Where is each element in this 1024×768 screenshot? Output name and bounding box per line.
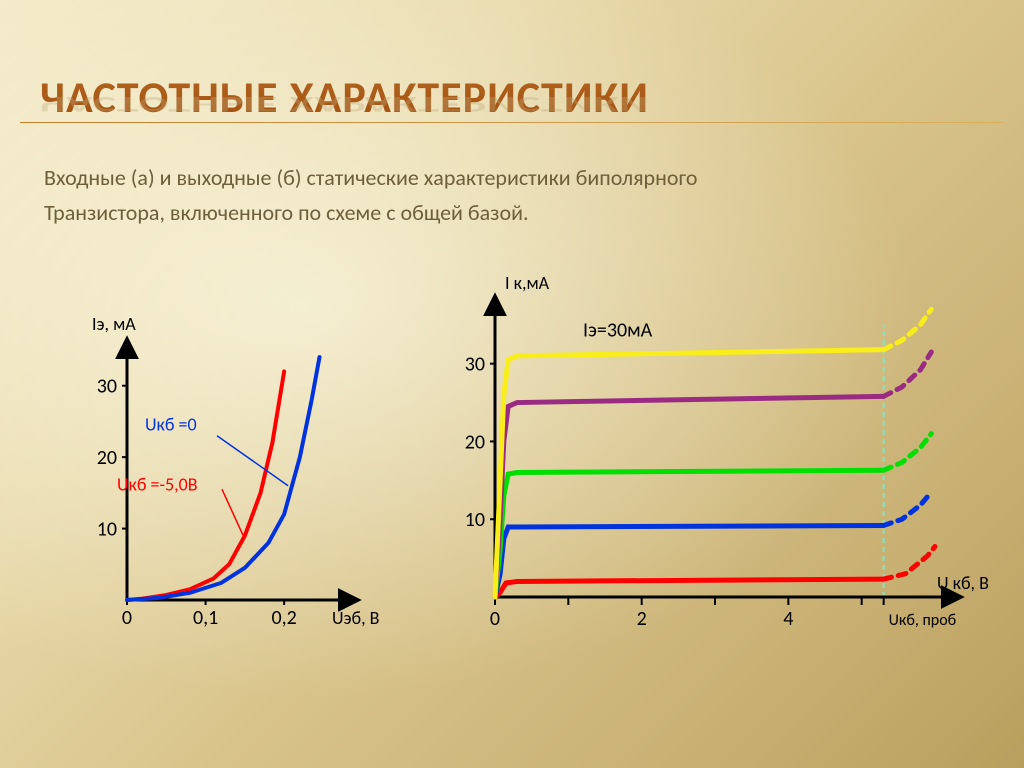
svg-text:I к,мА: I к,мА <box>505 272 550 294</box>
subtitle-line1: Входные (а) и выходные (б) статические х… <box>44 160 697 195</box>
svg-text:2: 2 <box>637 607 647 631</box>
svg-text:Iэ=30мА: Iэ=30мА <box>583 318 653 342</box>
chart-input: 10 20 30 0 0,1 0,2 Iэ, мА Uэб, В Uкб =0 Uкб =-5,0… <box>72 310 392 640</box>
svg-text:30: 30 <box>97 375 117 399</box>
svg-text:Uкб =0: Uкб =0 <box>145 414 197 436</box>
svg-text:0: 0 <box>122 606 132 630</box>
svg-text:4: 4 <box>783 607 793 631</box>
svg-text:Iэ, мА: Iэ, мА <box>92 313 136 335</box>
svg-text:0,1: 0,1 <box>193 606 218 630</box>
svg-text:30: 30 <box>465 353 485 377</box>
svg-text:U кб, В: U кб, В <box>937 572 989 594</box>
svg-text:Uкб, проб: Uкб, проб <box>889 611 957 630</box>
chart-output: 10 20 30 0 2 4 Uкб, проб I к,мА U кб, В Iэ=30мА <box>440 272 990 642</box>
svg-text:Uкб =-5,0В: Uкб =-5,0В <box>117 474 198 496</box>
svg-text:10: 10 <box>465 508 485 532</box>
svg-text:0: 0 <box>490 607 500 631</box>
title-reflection: ЧАСТОТНЫЕ ХАРАКТЕРИСТИКИ <box>40 91 649 118</box>
svg-text:20: 20 <box>97 446 117 470</box>
title-rule <box>20 122 1004 123</box>
subtitle-line2: Транзистора, включенного по схеме с обще… <box>44 195 529 230</box>
svg-text:0,2: 0,2 <box>272 606 297 630</box>
svg-text:10: 10 <box>97 518 117 542</box>
svg-text:Uэб, В: Uэб, В <box>332 607 380 629</box>
svg-text:20: 20 <box>465 430 485 454</box>
